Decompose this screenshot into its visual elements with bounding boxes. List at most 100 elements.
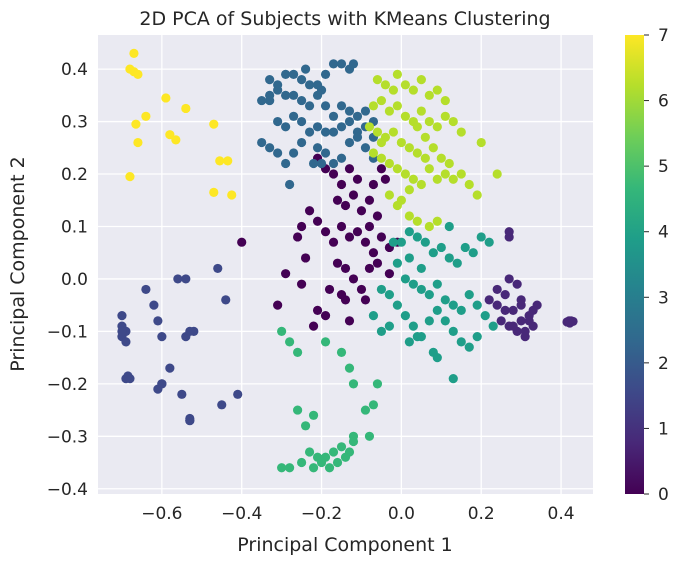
data-point-cluster-3 (344, 116, 355, 127)
data-point-cluster-3 (308, 158, 319, 169)
data-point-cluster-6 (400, 111, 410, 121)
data-point-cluster-3 (316, 85, 327, 95)
data-point-cluster-1 (504, 274, 514, 284)
data-point-cluster-3 (360, 106, 371, 116)
data-point-cluster-3 (312, 143, 323, 153)
data-point-cluster-0 (340, 200, 351, 211)
data-point-cluster-3 (336, 101, 347, 111)
data-point-cluster-5 (368, 400, 379, 410)
data-point-cluster-4 (432, 305, 442, 315)
data-point-cluster-6 (448, 174, 458, 184)
data-point-cluster-7 (125, 172, 135, 182)
data-point-cluster-0 (320, 227, 331, 237)
data-point-cluster-3 (281, 90, 291, 100)
data-point-cluster-5 (320, 337, 331, 347)
data-point-cluster-7 (171, 135, 181, 145)
data-point-cluster-7 (209, 187, 219, 197)
data-point-cluster-3 (273, 116, 283, 127)
data-point-cluster-6 (412, 148, 422, 158)
x-tick-label: −0.6 (141, 504, 182, 524)
data-point-cluster-4 (472, 332, 482, 342)
data-point-cluster-3 (304, 127, 315, 137)
data-point-cluster-4 (424, 316, 434, 326)
data-point-cluster-1 (508, 321, 518, 331)
data-point-cluster-0 (320, 311, 331, 321)
data-point-cluster-6 (432, 174, 442, 184)
data-point-cluster-7 (129, 48, 139, 58)
data-point-cluster-6 (432, 85, 442, 95)
data-point-cluster-5 (328, 447, 339, 457)
data-point-cluster-4 (412, 232, 422, 242)
scatter-points (117, 48, 578, 473)
data-point-cluster-1 (516, 295, 526, 305)
y-tick-label: 0.3 (61, 113, 88, 133)
y-axis-label: Principal Component 2 (7, 156, 29, 371)
data-point-cluster-6 (392, 101, 402, 111)
data-point-cluster-7 (141, 111, 151, 121)
data-point-cluster-6 (408, 174, 418, 184)
data-point-cluster-1 (504, 232, 514, 242)
data-point-cluster-0 (296, 221, 307, 232)
data-point-cluster-7 (133, 69, 143, 79)
data-point-cluster-3 (296, 137, 307, 148)
data-point-cluster-3 (336, 153, 347, 163)
data-point-cluster-1 (528, 305, 538, 315)
data-point-cluster-0 (328, 237, 339, 247)
x-axis-ticks: −0.6 −0.4 −0.2 0.0 0.2 0.4 (141, 504, 574, 524)
data-point-cluster-6 (428, 143, 438, 153)
data-point-cluster-5 (277, 463, 287, 473)
data-point-cluster-5 (360, 405, 371, 415)
data-point-cluster-5 (300, 421, 311, 431)
colorbar-tick-label: 1 (658, 419, 669, 439)
data-point-cluster-5 (296, 457, 307, 468)
data-point-cluster-0 (312, 305, 323, 315)
data-point-cluster-5 (304, 447, 315, 457)
data-point-cluster-4 (392, 300, 402, 310)
data-point-cluster-3 (320, 148, 331, 158)
data-point-cluster-4 (432, 279, 442, 289)
data-point-cluster-1 (500, 290, 510, 300)
colorbar-tick-label: 2 (658, 354, 669, 374)
data-point-cluster-4 (456, 337, 466, 347)
data-point-cluster-1 (500, 305, 510, 315)
data-point-cluster-5 (348, 436, 359, 447)
data-point-cluster-2 (185, 415, 195, 426)
data-point-cluster-3 (320, 101, 331, 111)
data-point-cluster-7 (181, 103, 191, 114)
data-point-cluster-6 (416, 74, 426, 85)
data-point-cluster-3 (348, 59, 359, 69)
data-point-cluster-0 (348, 190, 359, 200)
data-point-cluster-6 (424, 116, 434, 127)
data-point-cluster-3 (265, 95, 275, 106)
data-point-cluster-4 (408, 279, 418, 289)
data-point-cluster-3 (328, 111, 339, 121)
data-point-cluster-5 (344, 363, 355, 373)
data-point-cluster-3 (289, 90, 299, 100)
data-point-cluster-1 (484, 295, 494, 305)
data-point-cluster-4 (436, 242, 446, 253)
data-point-cluster-6 (464, 179, 474, 190)
data-point-cluster-0 (356, 206, 367, 216)
data-point-cluster-5 (348, 379, 359, 389)
data-point-cluster-1 (512, 279, 522, 289)
data-point-cluster-3 (328, 127, 339, 137)
data-point-cluster-2 (221, 295, 231, 305)
data-point-cluster-0 (304, 206, 315, 216)
data-point-cluster-6 (388, 85, 398, 95)
data-point-cluster-4 (460, 242, 470, 253)
data-point-cluster-6 (440, 111, 450, 121)
colorbar-tick-label: 0 (658, 485, 669, 505)
data-point-cluster-1 (496, 316, 506, 326)
data-point-cluster-0 (273, 300, 283, 310)
data-point-cluster-3 (316, 158, 327, 169)
data-point-cluster-6 (416, 106, 426, 116)
data-point-cluster-3 (336, 59, 347, 69)
data-point-cluster-0 (296, 279, 307, 289)
data-point-cluster-2 (177, 389, 187, 399)
data-point-cluster-6 (372, 127, 383, 137)
data-point-cluster-1 (568, 316, 578, 327)
data-point-cluster-3 (296, 116, 307, 127)
data-point-cluster-4 (368, 311, 379, 321)
data-point-cluster-6 (492, 169, 502, 179)
